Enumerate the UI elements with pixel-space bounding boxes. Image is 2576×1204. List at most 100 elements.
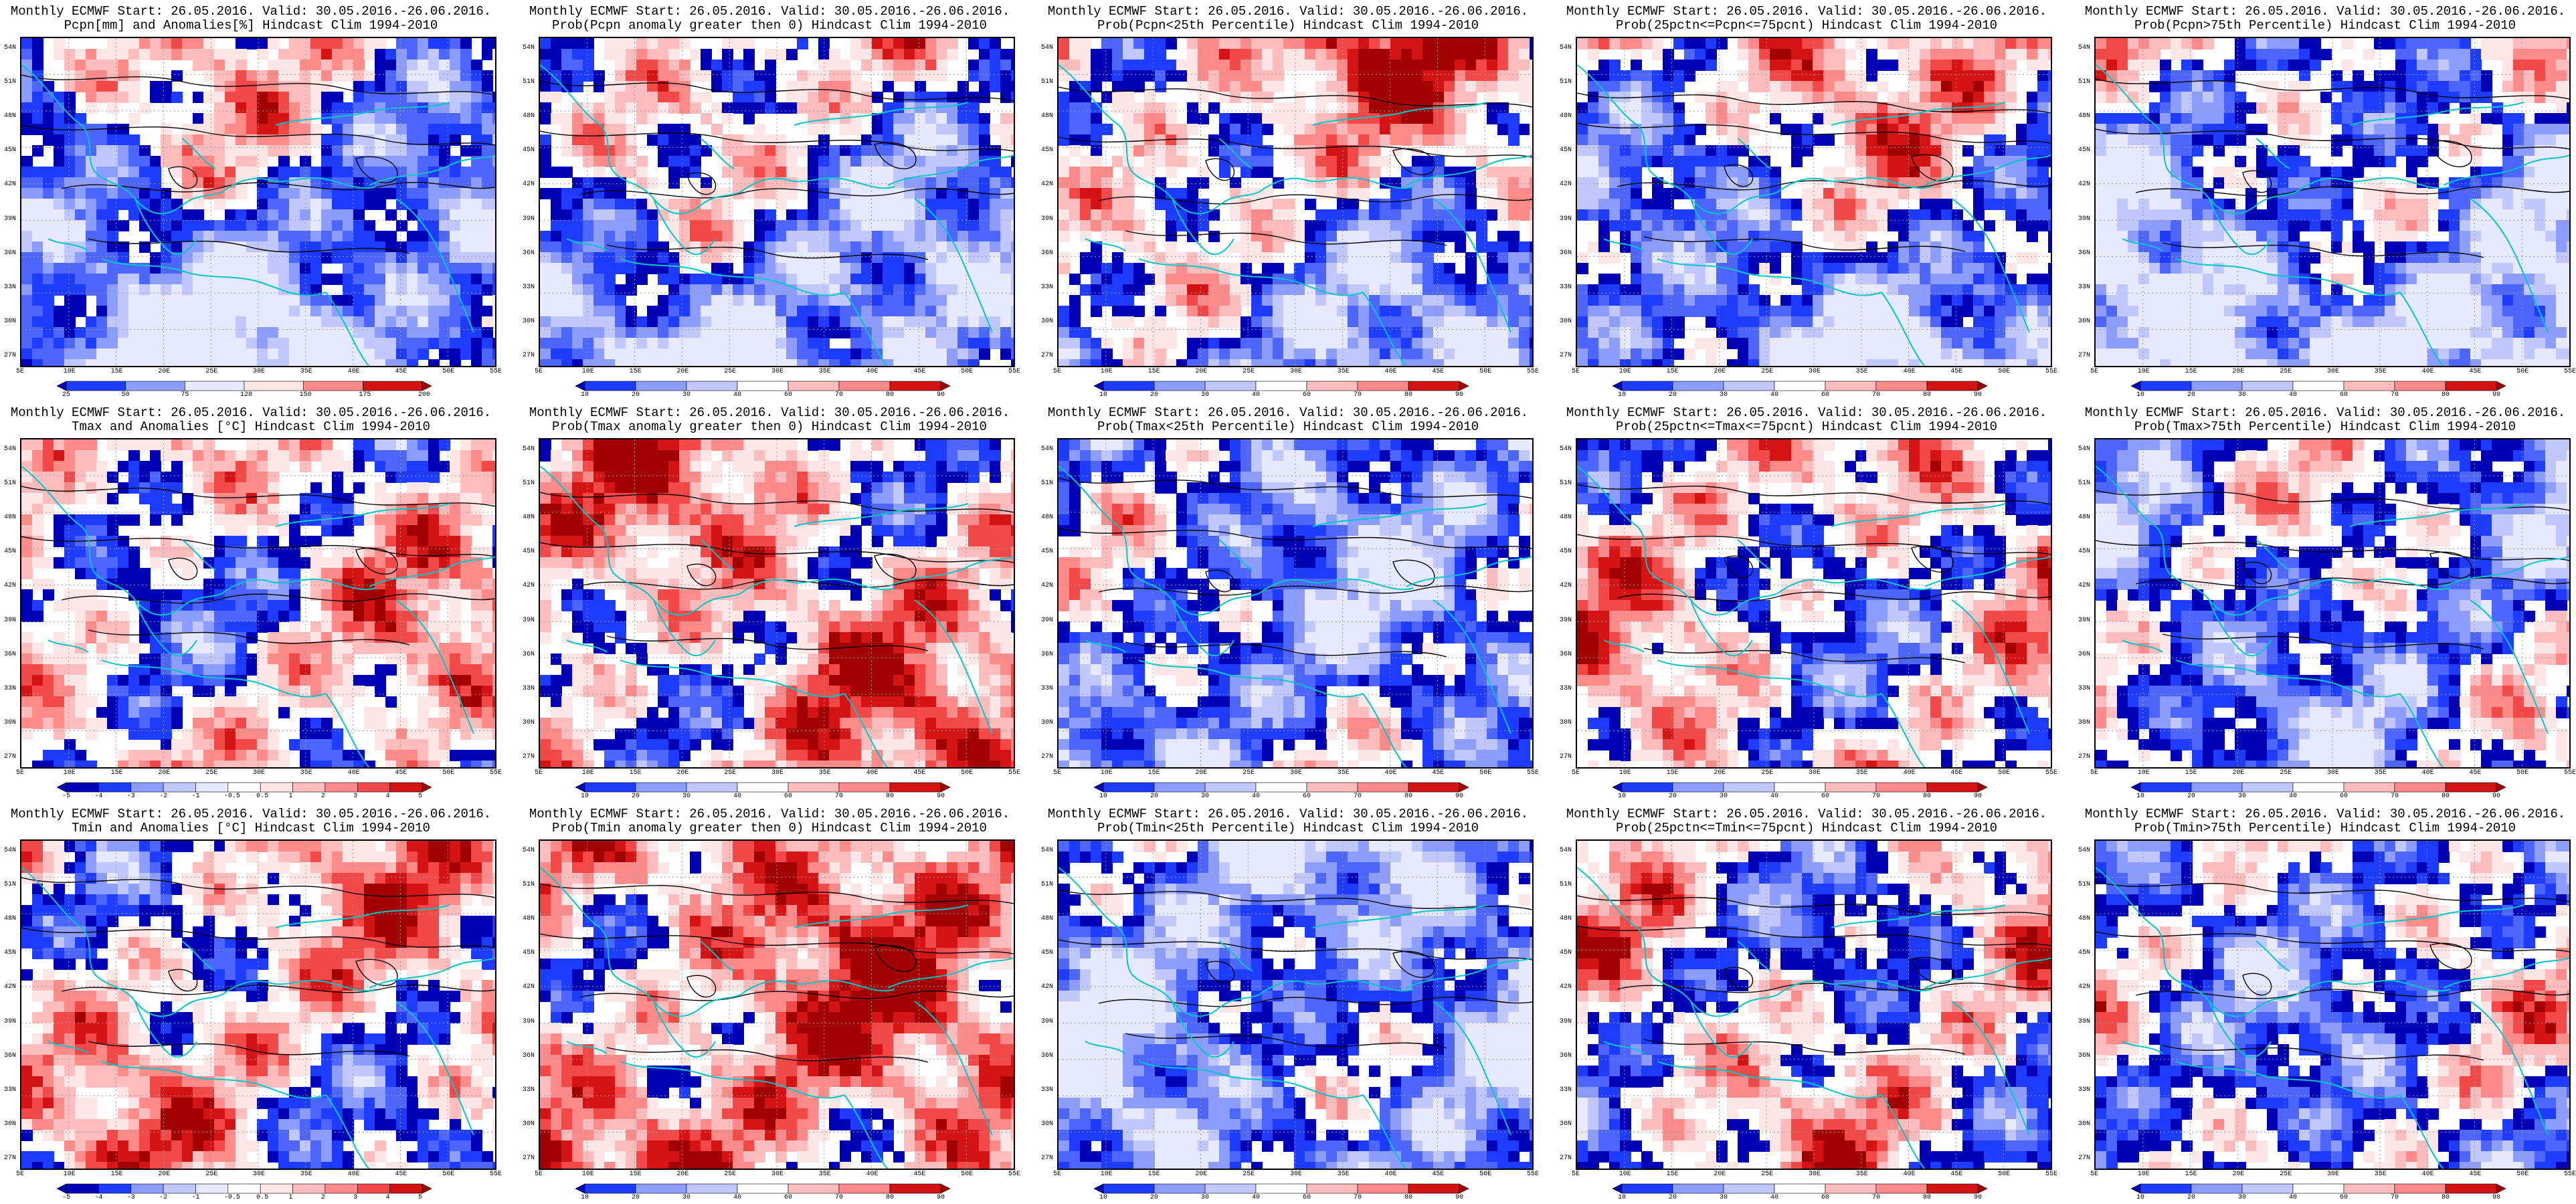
latitude-label: 54N [2078,445,2091,453]
longitude-label: 30E [1809,769,1821,777]
colorbar-tick-label: 20 [1669,1194,1677,1201]
panel-title-variable: Pcpn[mm] and Anomalies[%] Hindcast Clim … [64,18,438,33]
latitude-label: 33N [4,684,17,692]
longitude-label: 25E [1243,769,1255,777]
latitude-label: 27N [2078,352,2091,359]
colorbar-tick-label: 60 [784,1194,793,1201]
colorbar-tick-label: 60 [1303,391,1311,399]
latitude-label: 33N [1560,283,1572,291]
graticule [1577,38,2051,366]
longitude-label: 25E [1243,1171,1255,1178]
map-panel-tmax-1: Monthly ECMWF Start: 26.05.2016. Valid: … [0,401,502,803]
colorbar-tick-label: 90 [1455,391,1464,399]
anomaly-field-map [1577,38,2051,366]
longitude-label: 10E [1619,368,1631,375]
longitude-label: 20E [2232,368,2245,375]
colorbar: 10 20 30 40 60 70 80 90 [1093,381,1469,399]
latitude-label: 33N [1041,684,1054,692]
colorbar-tick-label: 80 [1923,391,1932,399]
longitude-label: 55E [490,769,502,777]
colorbar-scale [1612,381,1988,391]
longitude-label: 50E [961,368,974,375]
longitude-label: 40E [1384,769,1397,777]
latitude-label: 30N [1560,718,1572,726]
colorbar-tick-label: 20 [632,793,640,800]
longitude-label: 45E [1432,1171,1445,1178]
longitude-label: 35E [818,769,831,777]
colorbar: 25 50 75 120 150 175 200 [56,381,432,399]
longitude-label: 10E [2137,1171,2150,1178]
colorbar-tick-label: 1 [288,1194,293,1201]
colorbar-tick-label: 30 [1201,793,1210,800]
colorbar-tick-label: 5 [418,1194,423,1201]
panel-title-variable: Prob(Tmin<25th Percentile) Hindcast Clim… [1097,821,1479,835]
longitude-label: 10E [63,368,76,375]
longitude-label: 10E [1619,769,1631,777]
colorbar-tick-label: 10 [2136,793,2145,800]
latitude-label: 42N [1560,582,1572,590]
latitude-label: 39N [523,1017,535,1025]
colorbar-tick-label: 20 [2187,391,2196,399]
longitude-label: 30E [1290,1171,1303,1178]
climatology-contours [1059,86,1532,246]
latitude-label: 42N [4,983,17,991]
panel-title-variable: Tmin and Anomalies [°C] Hindcast Clim 19… [72,821,430,835]
longitude-label: 50E [961,1171,974,1178]
latitude-label: 42N [523,983,535,991]
longitude-label: 45E [1950,769,1963,777]
longitude-label: 35E [2374,769,2387,777]
longitude-label: 10E [1100,769,1113,777]
latitude-label: 33N [2078,684,2091,692]
longitude-label: 55E [2564,1171,2576,1178]
colorbar-tick-label: 90 [1455,793,1464,800]
colorbar-tick-label: 60 [1821,793,1830,800]
latitude-label: 36N [1041,1051,1054,1060]
colorbar-tick-label: 4 [385,793,390,800]
longitude-label: 15E [1147,1171,1160,1178]
longitude-label: 5E [1053,769,1062,777]
colorbar-scale [56,782,432,793]
latitude-label: 36N [1560,650,1572,658]
longitude-label: 20E [676,1171,689,1178]
longitude-label: 45E [1432,769,1445,777]
map-panel-pcpn-3: Monthly ECMWF Start: 26.05.2016. Valid: … [1037,0,1539,401]
longitude-label: 50E [1998,769,2011,777]
latitude-label: 33N [523,1086,535,1094]
longitude-label: 15E [1666,769,1679,777]
panel-title-model: Monthly ECMWF Start: 26.05.2016. Valid: … [1566,405,2047,420]
colorbar-tick-label: 70 [1354,793,1362,800]
colorbar-tick-label: 10 [2136,391,2145,399]
colorbar-tick-label: 70 [835,391,844,399]
latitude-label: 39N [1041,1017,1054,1025]
longitude-label: 45E [1950,368,1963,375]
longitude-label: 20E [1714,1171,1726,1178]
latitude-label: 45N [2078,548,2091,556]
panel-title-model: Monthly ECMWF Start: 26.05.2016. Valid: … [2084,807,2566,821]
colorbar-tick-label: -0.5 [223,793,240,800]
colorbar-tick-label: 70 [1872,1194,1881,1201]
latitude-label: 51N [1560,480,1572,488]
panel-title-variable: Prob(25pctn<=Pcpn<=75pcnt) Hindcast Clim… [1615,18,1998,33]
anomaly-field-map [540,841,1014,1169]
colorbar-tick-label: 70 [1872,391,1881,399]
longitude-label: 35E [818,1171,831,1178]
latitude-label: 30N [2078,1120,2091,1128]
colorbar-scale [2130,381,2506,391]
latitude-label: 45N [523,949,535,957]
latitude-label: 45N [4,548,17,556]
longitude-label: 5E [16,368,25,375]
latitude-label: 42N [1041,582,1054,590]
latitude-label: 51N [1560,881,1572,889]
panel-title-variable: Prob(Pcpn>75th Percentile) Hindcast Clim… [2134,18,2516,33]
colorbar-tick-label: 80 [886,1194,895,1201]
colorbar-tick-label: 40 [1770,1194,1779,1201]
colorbar-tick-label: 30 [1720,391,1728,399]
longitude-label: 55E [1527,769,1540,777]
colorbar-tick-label: 60 [784,793,793,800]
colorbar-scale [2130,782,2506,793]
longitude-label: 15E [629,769,642,777]
colorbar: 10 20 30 40 60 70 80 90 [1612,1183,1988,1201]
longitude-label: 55E [1527,368,1540,375]
latitude-label: 39N [2078,1017,2091,1025]
